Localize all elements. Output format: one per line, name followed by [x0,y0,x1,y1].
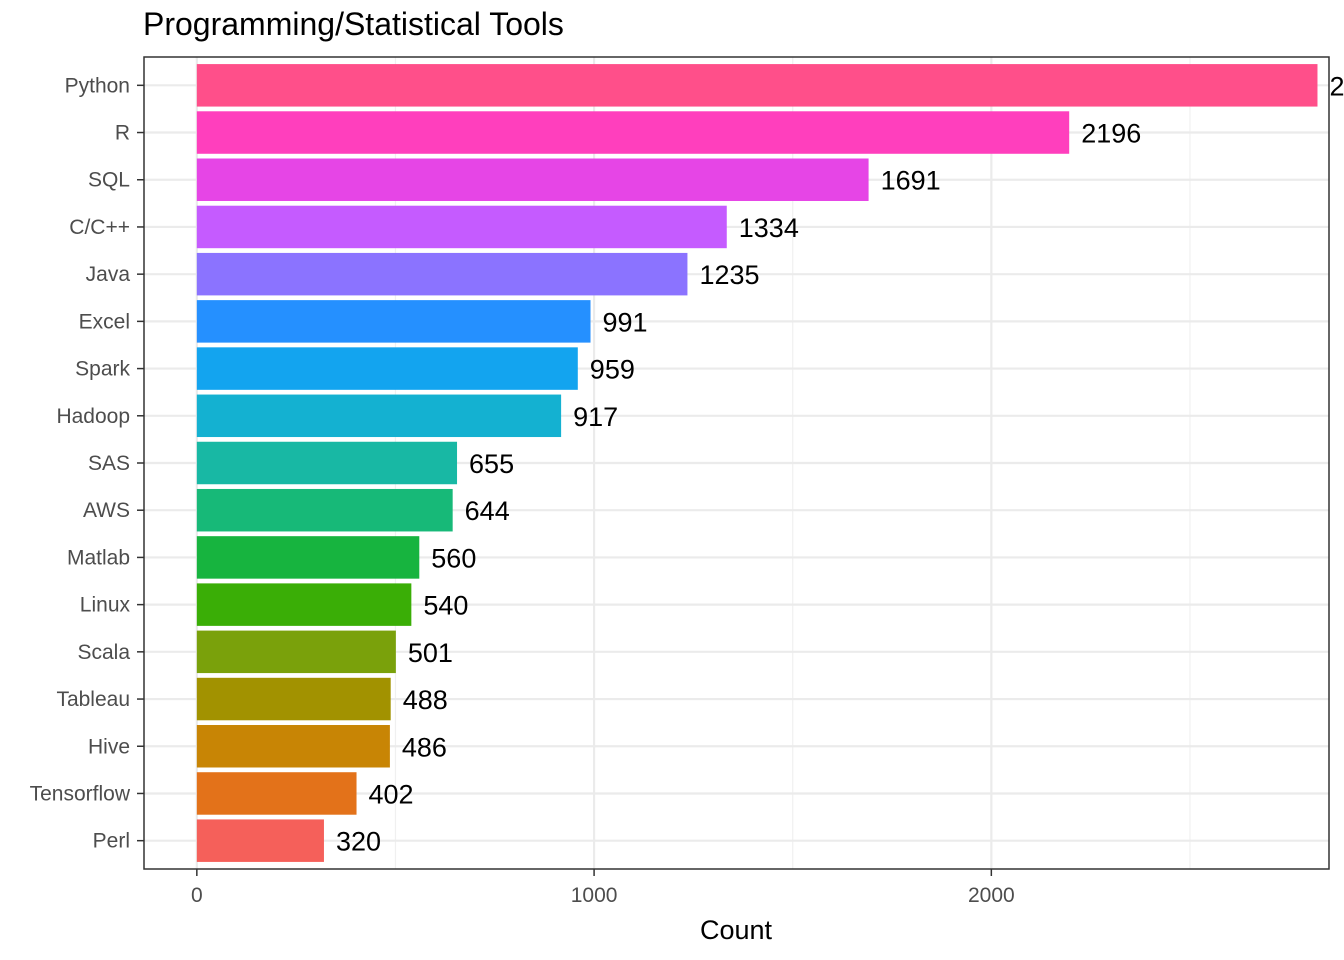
y-tick-label: Python [65,74,130,97]
x-tick-label: 1000 [571,884,618,907]
x-tick-label: 0 [191,884,203,907]
y-tick-label: Java [86,263,131,286]
y-tick-label: SQL [88,169,130,192]
bar [196,725,390,768]
y-tick-label: R [115,122,130,145]
bar [196,819,324,862]
axis-layer: Python R SQL C/C++ Java Excel Spark Hadoop SAS AW… [30,74,1015,907]
y-tick-label: Linux [80,594,131,617]
bar-value-label: 644 [465,496,510,526]
y-tick-label: Scala [77,641,130,664]
bar-value-label: 959 [590,355,635,385]
bar [196,300,591,343]
bar [196,111,1070,154]
bar-value-label: 2196 [1081,119,1141,149]
y-tick-label: Tensorflow [30,782,131,805]
y-tick-label: Hive [88,735,130,758]
bar [196,64,1318,107]
y-tick-label: Excel [79,310,130,333]
y-tick-label: AWS [83,499,130,522]
x-tick-label: 2000 [968,884,1015,907]
bar [196,488,453,532]
bar-value-label: 2821 [1329,71,1344,101]
y-tick-label: Matlab [67,546,130,569]
bar [196,347,578,390]
chart-title: Programming/Statistical Tools [143,6,564,42]
bar [196,630,396,674]
bar-value-label: 1334 [739,213,799,243]
bar [196,394,562,438]
y-tick-label: C/C++ [69,216,130,239]
bar-value-label: 488 [403,685,448,715]
bar-value-label: 991 [603,307,648,337]
y-tick-label: Hadoop [56,405,130,428]
bar-value-label: 486 [402,732,447,762]
bar-layer: 2821 2196 1691 1334 1235 991 959 917 655 644 560 54… [196,64,1344,862]
x-axis-title: Count [700,915,773,945]
bar [196,158,869,201]
bar-value-label: 560 [431,543,476,573]
y-tick-label: Perl [93,830,130,853]
bar [196,772,357,815]
bar-value-label: 655 [469,449,514,479]
bar [196,536,420,579]
bar-value-label: 1235 [699,260,759,290]
y-tick-label: SAS [88,452,130,475]
bar-value-label: 1691 [881,166,941,196]
bar [196,583,412,626]
bar [196,441,458,485]
bar [196,677,391,721]
y-tick-label: Tableau [56,688,130,711]
bar [196,205,727,249]
bar [196,252,688,296]
bar-value-label: 501 [408,638,453,668]
bar-value-label: 320 [336,827,381,857]
y-tick-label: Spark [75,358,130,381]
bar-value-label: 402 [369,779,414,809]
bar-value-label: 540 [423,591,468,621]
bar-value-label: 917 [573,402,618,432]
